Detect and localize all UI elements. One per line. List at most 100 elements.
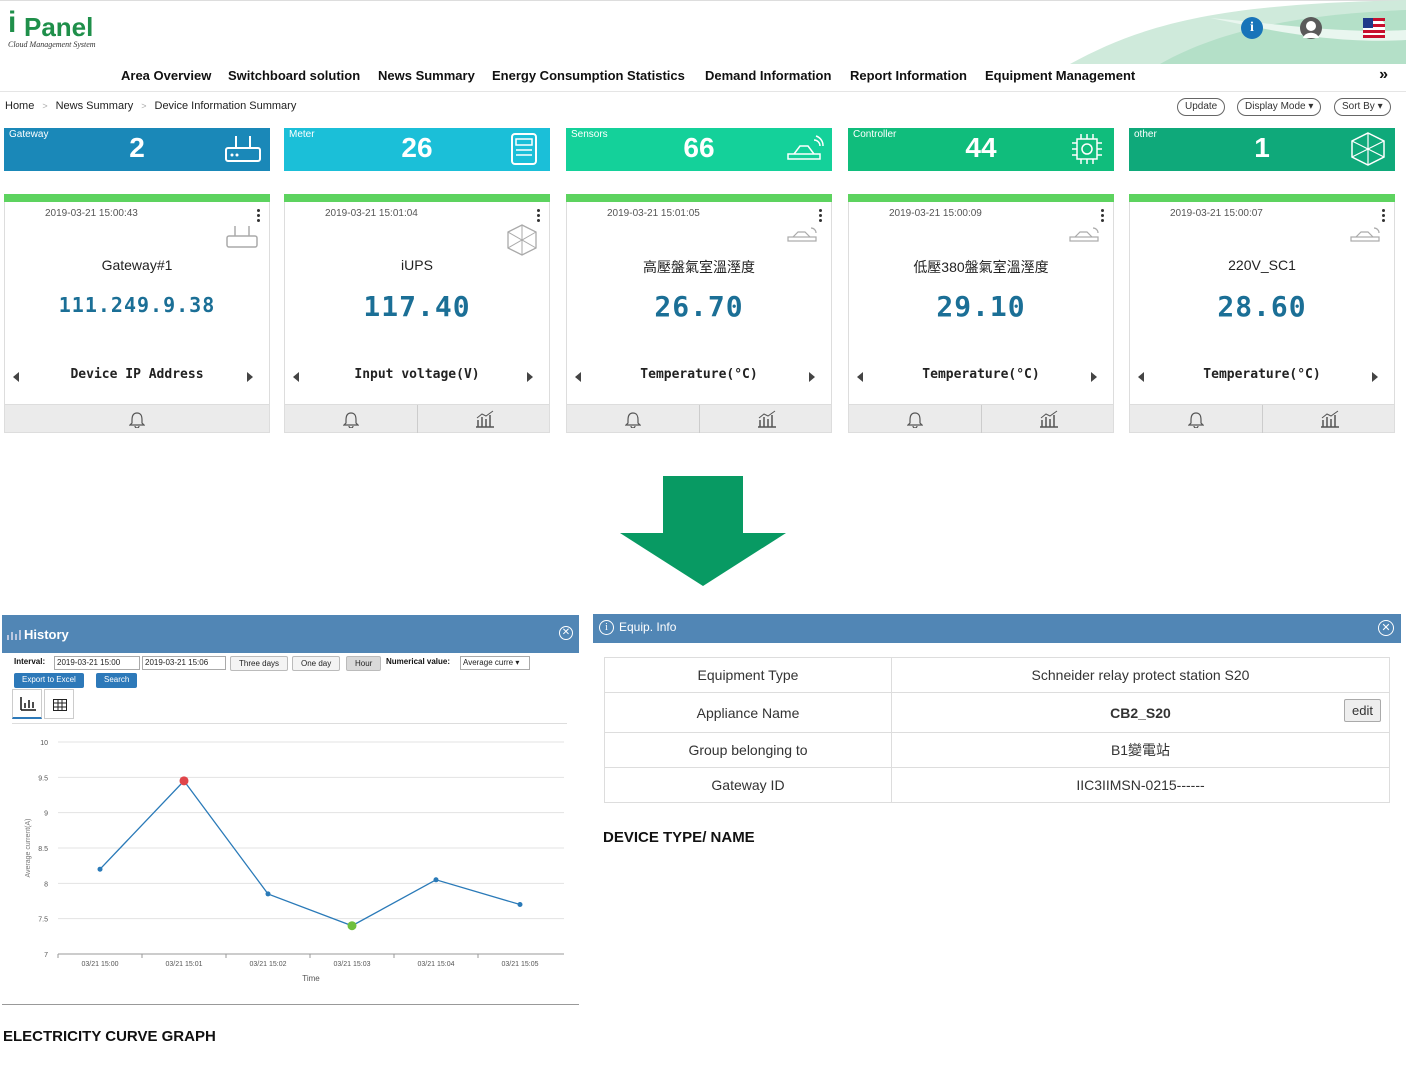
interval-start-input[interactable]: 2019-03-21 15:00 [54, 656, 140, 670]
more-menu-icon[interactable] [1101, 209, 1105, 224]
more-menu-icon[interactable] [819, 209, 823, 224]
y-tick-label: 8 [44, 881, 48, 888]
online-status-bar [284, 194, 550, 202]
bell-icon[interactable] [907, 411, 923, 428]
more-menu-icon[interactable] [1382, 209, 1386, 224]
prev-metric-arrow[interactable] [293, 372, 299, 382]
card-timestamp: 2019-03-21 15:01:05 [607, 208, 700, 219]
nav-more-button[interactable]: » [1379, 66, 1388, 83]
display-mode-button[interactable]: Display Mode ▾ [1237, 98, 1322, 116]
device-value: 28.60 [1217, 290, 1307, 323]
next-metric-arrow[interactable] [247, 372, 253, 382]
history-chart-icon[interactable] [757, 410, 777, 428]
device-name: 高壓盤氣室溫溼度 [643, 259, 755, 275]
export-to-excel-button[interactable]: Export to Excel [14, 673, 84, 688]
three-days-button[interactable]: Three days [230, 656, 289, 671]
tile-meter[interactable]: Meter 26 [284, 128, 550, 171]
device-card-lv-panel-sensor[interactable]: 2019-03-21 15:00:09 低壓380盤氣室溫溼度 29.10 Te… [848, 194, 1114, 433]
card-footer [849, 404, 1113, 433]
history-chart-icon[interactable] [475, 410, 495, 428]
next-metric-arrow[interactable] [809, 372, 815, 382]
x-tick-label: 03/21 15:01 [166, 961, 203, 968]
search-button[interactable]: Search [96, 673, 138, 688]
max-data-point [179, 776, 189, 786]
bell-icon[interactable] [625, 411, 641, 428]
next-metric-arrow[interactable] [1372, 372, 1378, 382]
gateway-id-label: Gateway ID [604, 767, 892, 803]
history-chart-icon[interactable] [1039, 410, 1059, 428]
one-day-button[interactable]: One day [292, 656, 341, 671]
bell-icon[interactable] [343, 411, 359, 428]
cube-icon [507, 224, 537, 256]
online-status-bar [4, 194, 270, 202]
nav-demand-information[interactable]: Demand Information [705, 68, 832, 83]
router-icon [225, 136, 261, 162]
breadcrumb-news-summary[interactable]: News Summary [55, 100, 134, 112]
tile-count: 66 [683, 132, 715, 163]
sensor-icon [1350, 227, 1380, 242]
update-button[interactable]: Update [1177, 98, 1226, 116]
tile-label: Gateway [9, 129, 49, 140]
device-value: 117.40 [363, 290, 471, 323]
bar-chart-icon [20, 697, 36, 711]
logo-i: i [8, 6, 17, 39]
nav-equipment-management[interactable]: Equipment Management [985, 68, 1136, 83]
us-flag-icon[interactable] [1363, 18, 1385, 38]
prev-metric-arrow[interactable] [575, 372, 581, 382]
bell-icon[interactable] [129, 411, 145, 428]
prev-metric-arrow[interactable] [13, 372, 19, 382]
device-card-gateway[interactable]: 2019-03-21 15:00:43 Gateway#1 111.249.9.… [4, 194, 270, 433]
nav-news-summary[interactable]: News Summary [378, 68, 475, 83]
bell-icon[interactable] [1188, 411, 1204, 428]
device-card-hv-panel-sensor[interactable]: 2019-03-21 15:01:05 高壓盤氣室溫溼度 26.70 Tempe… [566, 194, 832, 433]
meter-icon [511, 133, 537, 165]
prev-metric-arrow[interactable] [1138, 372, 1144, 382]
equip-info-panel: i Equip. Info ✕ Equipment Type Schneider… [593, 614, 1401, 814]
nav-report-information[interactable]: Report Information [850, 68, 967, 83]
table-view-tab[interactable] [44, 689, 74, 719]
tile-other[interactable]: other 1 [1129, 128, 1395, 171]
table-row: Group belonging to B1變電站 [604, 732, 1390, 768]
close-icon[interactable]: ✕ [559, 626, 573, 640]
card-timestamp: 2019-03-21 15:00:07 [1170, 208, 1263, 219]
x-tick-label: 03/21 15:03 [334, 961, 371, 968]
device-card-iups[interactable]: 2019-03-21 15:01:04 iUPS 117.40 Input vo… [284, 194, 550, 433]
more-menu-icon[interactable] [537, 209, 541, 224]
electricity-line-chart[interactable]: 7 7.5 8 8.5 9 9.5 10 03/21 15:00 03/21 15:01 03/2… [2, 725, 579, 995]
y-tick-label: 7 [44, 952, 48, 959]
ipanel-logo[interactable]: i Panel Cloud Management System [8, 8, 148, 52]
chip-icon [1072, 134, 1102, 164]
user-icon[interactable] [1300, 17, 1322, 39]
next-metric-arrow[interactable] [527, 372, 533, 382]
equipment-type-label: Equipment Type [604, 657, 892, 693]
device-card-220v-sc1[interactable]: 2019-03-21 15:00:07 220V_SC1 28.60 Tempe… [1129, 194, 1395, 433]
tile-count: 26 [401, 132, 433, 163]
prev-metric-arrow[interactable] [857, 372, 863, 382]
tile-label: other [1134, 129, 1157, 140]
min-data-point [347, 921, 357, 931]
x-tick-label: 03/21 15:02 [250, 961, 287, 968]
appliance-name-label: Appliance Name [604, 692, 892, 733]
interval-end-input[interactable]: 2019-03-21 15:06 [142, 656, 226, 670]
nav-area-overview[interactable]: Area Overview [121, 68, 212, 83]
tile-gateway[interactable]: Gateway 2 [4, 128, 270, 171]
chart-view-tab[interactable] [12, 689, 42, 719]
sort-by-button[interactable]: Sort By ▾ [1334, 98, 1391, 116]
card-timestamp: 2019-03-21 15:01:04 [325, 208, 418, 219]
info-icon[interactable]: i [1241, 17, 1263, 39]
close-icon[interactable]: ✕ [1378, 620, 1394, 636]
more-menu-icon[interactable] [257, 209, 261, 224]
numerical-value-select[interactable]: Average curre ▾ [460, 656, 530, 670]
edit-button[interactable]: edit [1344, 699, 1381, 722]
hour-button[interactable]: Hour [346, 656, 382, 671]
device-value: 111.249.9.38 [58, 293, 216, 317]
nav-switchboard-solution[interactable]: Switchboard solution [228, 68, 361, 83]
nav-energy-consumption-statistics[interactable]: Energy Consumption Statistics [492, 68, 685, 83]
history-chart-icon[interactable] [1320, 410, 1340, 428]
equip-info-table: Equipment Type Schneider relay protect s… [604, 657, 1390, 803]
x-axis-label: Time [302, 974, 320, 983]
next-metric-arrow[interactable] [1091, 372, 1097, 382]
tile-controller[interactable]: Controller 44 [848, 128, 1114, 171]
tile-sensors[interactable]: Sensors 66 [566, 128, 832, 171]
breadcrumb-home[interactable]: Home [5, 100, 35, 112]
